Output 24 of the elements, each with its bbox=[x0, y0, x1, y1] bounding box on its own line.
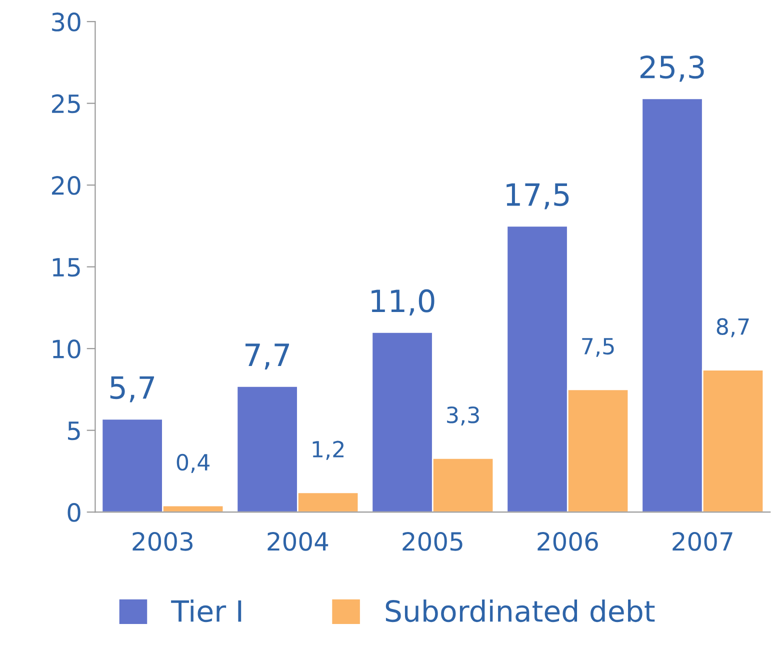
data-label: 5,7 bbox=[110, 376, 154, 402]
x-tick-label: 2007 bbox=[672, 532, 732, 551]
data-label: 11,0 bbox=[372, 289, 434, 316]
y-tick-label: 30 bbox=[52, 12, 80, 32]
y-tick-label: 0 bbox=[68, 503, 80, 522]
y-tick-label: 5 bbox=[68, 422, 80, 440]
data-label: 17,5 bbox=[506, 183, 569, 210]
data-label: 1,2 bbox=[312, 440, 344, 460]
data-label: 25,3 bbox=[640, 56, 704, 82]
x-tick-label: 2005 bbox=[402, 532, 462, 551]
x-tick-label: 2004 bbox=[268, 532, 328, 551]
legend-label: Subordinated debt bbox=[386, 600, 655, 622]
data-label: 7,7 bbox=[246, 344, 289, 370]
x-tick-label: 2006 bbox=[538, 532, 598, 551]
y-tick-label: 10 bbox=[52, 340, 80, 358]
x-tick-label: 2003 bbox=[132, 532, 192, 551]
legend-label: Tier I bbox=[171, 600, 242, 622]
data-label: 8,7 bbox=[716, 318, 749, 338]
data-label: 0,4 bbox=[176, 454, 210, 473]
data-label: 3,3 bbox=[447, 406, 479, 426]
data-label: 7,5 bbox=[582, 338, 614, 357]
y-tick-label: 25 bbox=[52, 94, 80, 114]
y-tick-label: 20 bbox=[52, 176, 80, 195]
y-tick-label: 15 bbox=[52, 258, 80, 277]
